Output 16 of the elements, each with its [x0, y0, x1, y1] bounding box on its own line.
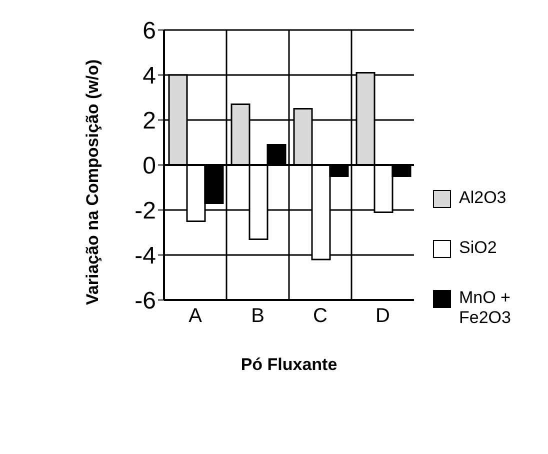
legend-label: SiO2 [459, 238, 498, 258]
legend-label: Al2O3 [459, 188, 508, 208]
x-tick-label: B [251, 305, 264, 328]
y-tick-label: 0 [142, 152, 156, 180]
legend-label: MnO + Fe2O3 [459, 288, 512, 328]
y-tick-label: -4 [134, 242, 156, 270]
y-tick-label: 6 [142, 18, 156, 45]
y-tick-label: 2 [142, 108, 156, 135]
x-tick-label: A [188, 305, 203, 328]
x-tick-label: C [313, 305, 328, 328]
y-tick-label: -2 [134, 198, 156, 225]
x-tick-label: D [376, 305, 390, 328]
y-tick-label: -6 [134, 288, 156, 315]
y-axis-title: Variação na Composição (w/o) [83, 59, 102, 305]
x-axis-title: Pó Fluxante [240, 355, 338, 374]
y-tick-label: 4 [142, 62, 156, 90]
